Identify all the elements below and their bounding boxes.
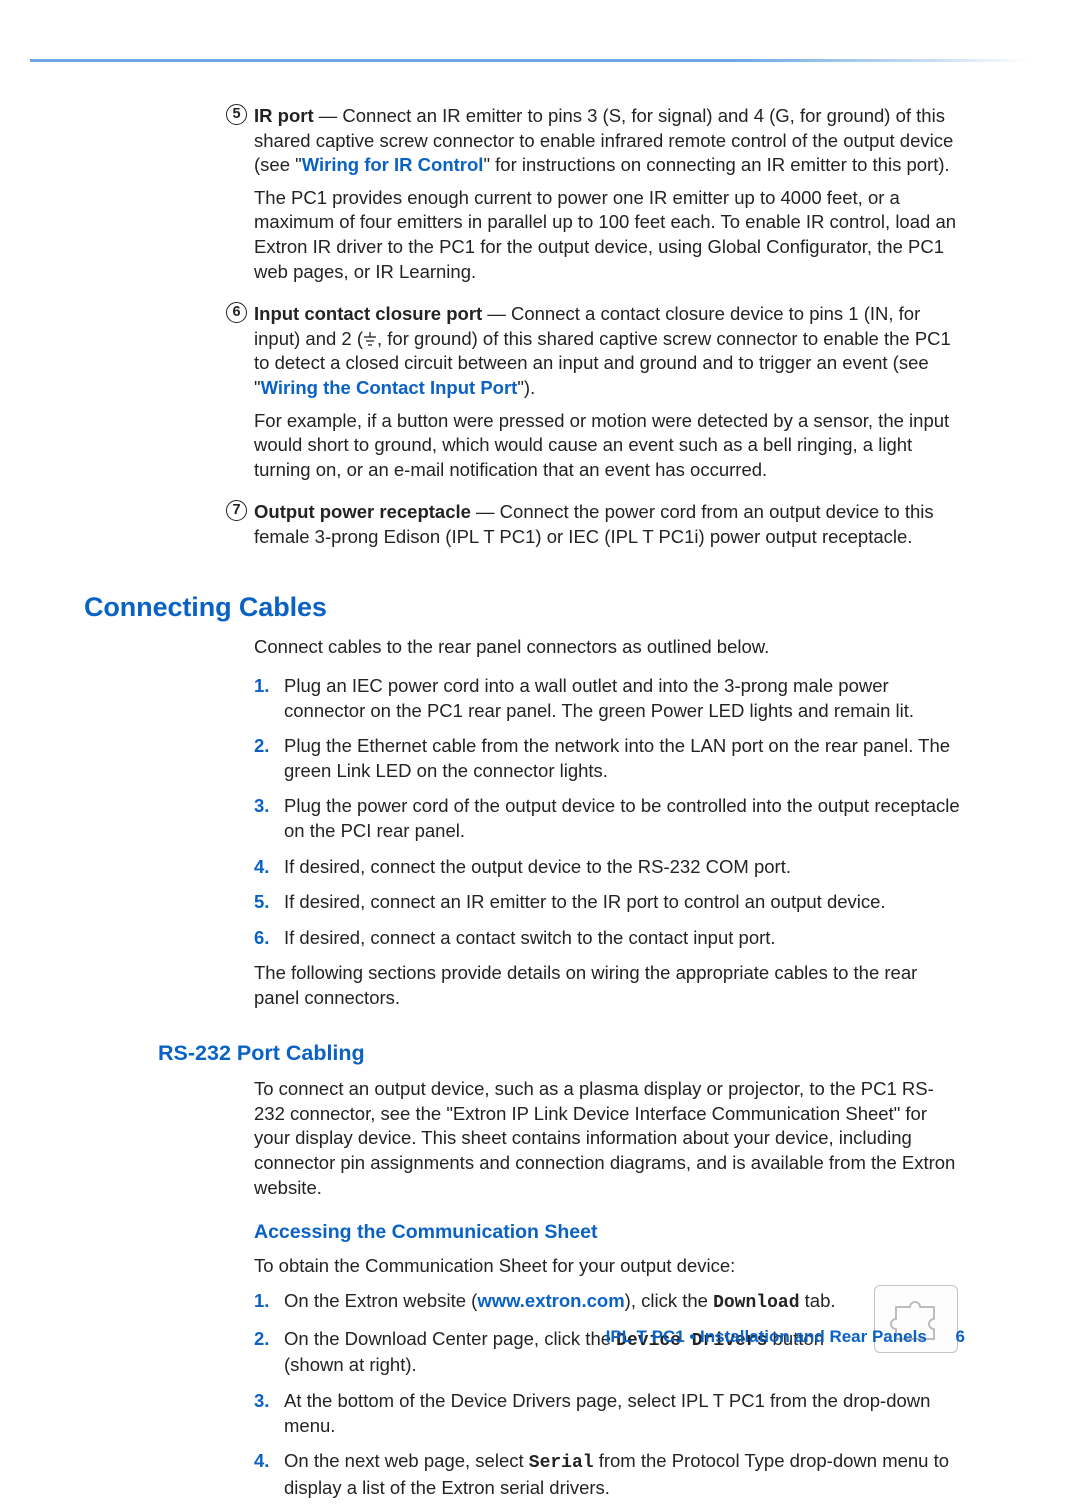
top-rule bbox=[30, 59, 1030, 62]
footer-text: IPL T PC1 • Installation and Rear Panels bbox=[606, 1327, 927, 1346]
callout-7-label: Output power receptacle bbox=[254, 501, 471, 522]
callout-7: 7 Output power receptacle — Connect the … bbox=[254, 500, 964, 549]
acs2-a: On the Download Center page, click the bbox=[284, 1328, 616, 1349]
heading-accessing-comm-sheet: Accessing the Communication Sheet bbox=[254, 1220, 964, 1246]
callout-number-7: 7 bbox=[226, 500, 247, 521]
rs232-body: To connect an output device, such as a p… bbox=[254, 1077, 964, 1200]
access-comm-intro: To obtain the Communication Sheet for yo… bbox=[254, 1254, 964, 1279]
callout-5-para1: IR port — Connect an IR emitter to pins … bbox=[254, 104, 964, 178]
acs1-c: tab. bbox=[800, 1290, 836, 1311]
acs-step-4: On the next web page, select Serial from… bbox=[254, 1449, 964, 1501]
link-wiring-ir-control[interactable]: Wiring for IR Control bbox=[302, 154, 484, 175]
callout-5-para2: The PC1 provides enough current to power… bbox=[254, 186, 964, 284]
connecting-cables-steps: Plug an IEC power cord into a wall outle… bbox=[254, 674, 964, 950]
heading-connecting-cables: Connecting Cables bbox=[84, 590, 964, 626]
callout-number-6: 6 bbox=[226, 302, 247, 323]
cc-step-1: Plug an IEC power cord into a wall outle… bbox=[254, 674, 964, 723]
acs1-b: ), click the bbox=[625, 1290, 713, 1311]
callout-6-text-c: "). bbox=[517, 377, 535, 398]
cc-step-6: If desired, connect a contact switch to … bbox=[254, 926, 964, 951]
acs4-a: On the next web page, select bbox=[284, 1450, 529, 1471]
page-content: 5 IR port — Connect an IR emitter to pin… bbox=[84, 104, 964, 1512]
acs1-a: On the Extron website ( bbox=[284, 1290, 477, 1311]
acs4-mono: Serial bbox=[529, 1453, 594, 1473]
link-wiring-contact-input-port[interactable]: Wiring the Contact Input Port bbox=[261, 377, 518, 398]
connecting-cables-intro: Connect cables to the rear panel connect… bbox=[254, 635, 964, 660]
callout-6-para2: For example, if a button were pressed or… bbox=[254, 409, 964, 483]
callout-6: 6 Input contact closure port — Connect a… bbox=[254, 302, 964, 482]
document-page: 5 IR port — Connect an IR emitter to pin… bbox=[0, 0, 1080, 1397]
page-footer: IPL T PC1 • Installation and Rear Panels… bbox=[606, 1327, 965, 1347]
access-comm-steps: On the Extron website (www.extron.com), … bbox=[254, 1289, 964, 1501]
callout-6-label: Input contact closure port bbox=[254, 303, 482, 324]
cc-step-5: If desired, connect an IR emitter to the… bbox=[254, 890, 964, 915]
heading-rs232-port-cabling: RS-232 Port Cabling bbox=[158, 1039, 964, 1068]
cc-step-4: If desired, connect the output device to… bbox=[254, 855, 964, 880]
cc-step-2: Plug the Ethernet cable from the network… bbox=[254, 734, 964, 783]
acs-step-3: At the bottom of the Device Drivers page… bbox=[254, 1389, 964, 1438]
callout-6-para1: Input contact closure port — Connect a c… bbox=[254, 302, 964, 400]
acs-step-1: On the Extron website (www.extron.com), … bbox=[254, 1289, 964, 1316]
callout-5-label: IR port bbox=[254, 105, 314, 126]
callout-number-5: 5 bbox=[226, 104, 247, 125]
callout-5: 5 IR port — Connect an IR emitter to pin… bbox=[254, 104, 964, 284]
ground-symbol-icon bbox=[363, 329, 377, 344]
cc-step-3: Plug the power cord of the output device… bbox=[254, 794, 964, 843]
callouts-block: 5 IR port — Connect an IR emitter to pin… bbox=[254, 104, 964, 550]
callout-7-para1: Output power receptacle — Connect the po… bbox=[254, 500, 964, 549]
link-extron-com[interactable]: www.extron.com bbox=[477, 1290, 624, 1311]
connecting-cables-outro: The following sections provide details o… bbox=[254, 961, 964, 1010]
acs1-mono: Download bbox=[713, 1293, 799, 1313]
callout-5-text-b: " for instructions on connecting an IR e… bbox=[483, 154, 949, 175]
footer-page-number: 6 bbox=[956, 1327, 965, 1346]
